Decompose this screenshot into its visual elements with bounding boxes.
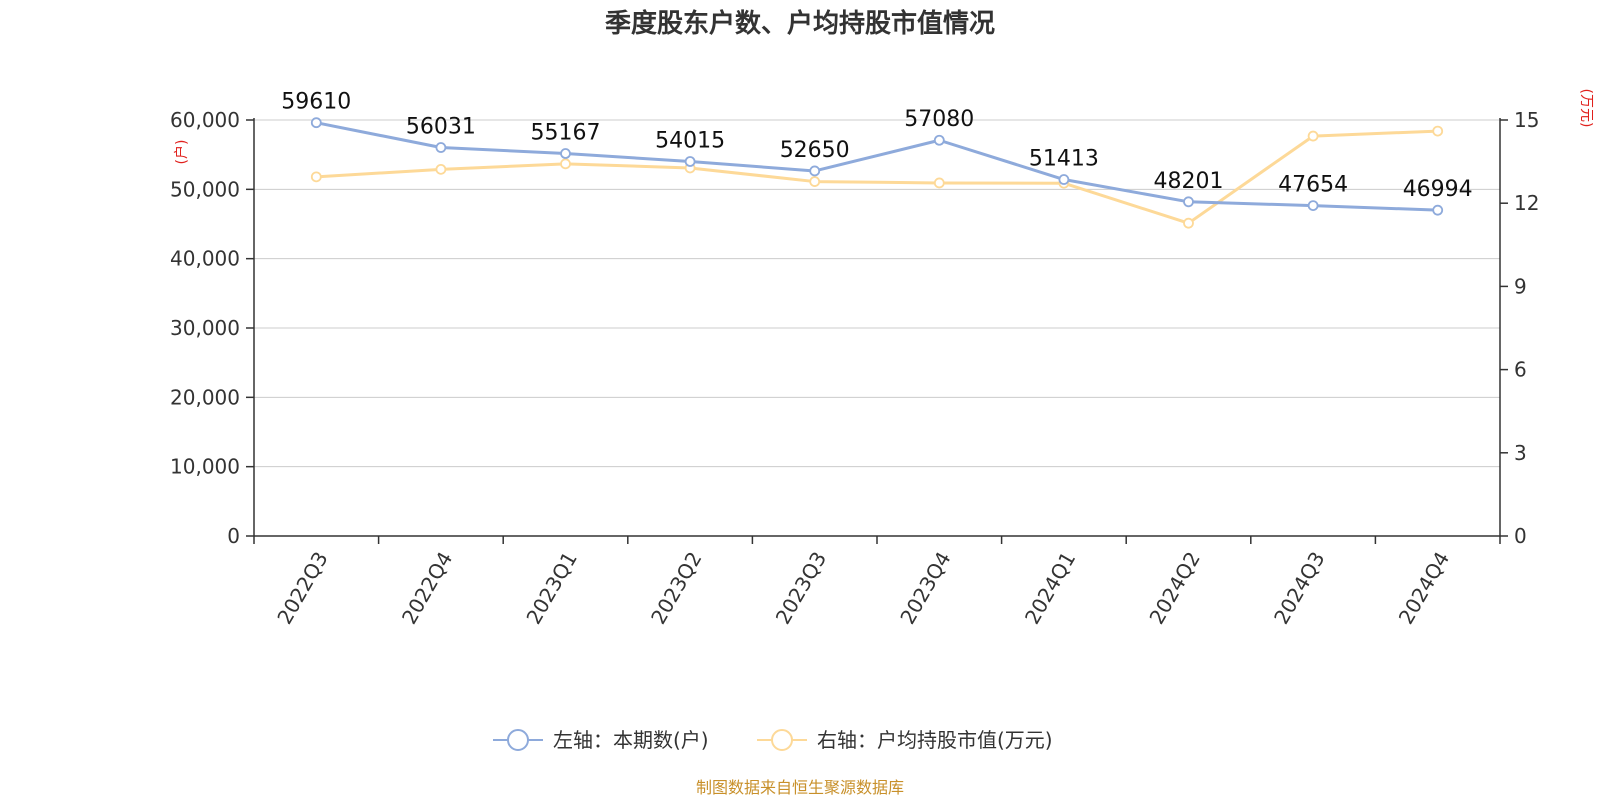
x-axis-tick-label: 2024Q2 <box>1144 548 1204 629</box>
left-axis-tick-label: 60,000 <box>170 108 240 132</box>
data-label: 47654 <box>1278 173 1348 198</box>
right-series-line <box>316 129 1438 225</box>
grid-lines <box>254 119 1500 468</box>
left-series-point[interactable] <box>1307 200 1319 211</box>
left-axis-tick-label: 20,000 <box>170 385 240 409</box>
left-series-point[interactable] <box>560 148 571 159</box>
legend-item-left-series[interactable]: 左轴：本期数(户) <box>493 728 709 752</box>
legend-label-right-series: 右轴：户均持股市值(万元) <box>817 728 1053 752</box>
left-axis-unit-label: (户) <box>173 140 190 165</box>
data-label: 56031 <box>406 115 476 140</box>
data-label: 54015 <box>655 128 725 153</box>
data-label: 57080 <box>904 107 974 132</box>
right-axis-tick-label: 3 <box>1514 441 1527 465</box>
x-axis-tick-label: 2022Q3 <box>272 548 332 629</box>
data-label: 51413 <box>1029 147 1099 172</box>
left-axis-tick-label: 40,000 <box>170 247 240 271</box>
left-series-point[interactable] <box>310 117 322 129</box>
right-series-point[interactable] <box>1307 130 1319 142</box>
x-axis-tick-label: 2024Q3 <box>1269 548 1329 629</box>
legend-item-right-series[interactable]: 右轴：户均持股市值(万元) <box>757 728 1053 752</box>
right-series-point[interactable] <box>1183 217 1194 229</box>
right-series-point[interactable] <box>560 158 571 170</box>
x-axis-tick-label: 2023Q4 <box>895 548 955 629</box>
right-axis-tick-label: 0 <box>1514 524 1527 548</box>
source-note: 制图数据来自恒生聚源数据库 <box>696 778 904 797</box>
chart-title: 季度股东户数、户均持股市值情况 <box>605 8 995 39</box>
data-label: 59610 <box>281 90 351 115</box>
left-axis-tick-label: 0 <box>227 524 240 548</box>
legend-marker-left-series <box>507 729 529 751</box>
x-axis-tick-label: 2023Q2 <box>646 548 706 629</box>
data-label: 55167 <box>531 121 601 146</box>
right-axis-tick-label: 6 <box>1514 358 1527 382</box>
left-axis-tick-label: 30,000 <box>170 316 240 340</box>
legend: 左轴：本期数(户) 右轴：户均持股市值(万元) <box>493 728 1053 752</box>
x-axis-tick-label: 2023Q1 <box>521 548 581 629</box>
left-series-point[interactable] <box>1432 204 1444 216</box>
data-labels: 59610 56031 55167 54015 52650 57080 51413 48201… <box>281 90 1472 202</box>
left-series-point[interactable] <box>933 134 945 146</box>
left-series-point[interactable] <box>1058 174 1070 185</box>
left-series-point[interactable] <box>809 165 821 177</box>
right-axis-tick-label: 9 <box>1514 274 1527 298</box>
right-series-point[interactable] <box>435 163 447 175</box>
right-axis-unit-label: (万元) <box>1578 89 1594 128</box>
x-axis-tick-label: 2022Q4 <box>397 548 457 629</box>
right-series-point[interactable] <box>809 176 821 187</box>
series-lines <box>310 117 1444 229</box>
right-axis-tick-label: 15 <box>1514 108 1539 132</box>
right-series-point[interactable] <box>310 171 322 183</box>
data-label: 48201 <box>1154 169 1224 194</box>
x-axis-tick-label: 2024Q1 <box>1020 548 1080 629</box>
left-series-point[interactable] <box>684 156 696 167</box>
x-axis-tick-label: 2023Q3 <box>771 548 831 629</box>
data-label: 46994 <box>1403 177 1473 202</box>
legend-marker-right-series <box>771 729 793 751</box>
legend-label-left-series: 左轴：本期数(户) <box>553 728 709 752</box>
right-axis-tick-label: 12 <box>1514 191 1539 215</box>
right-series-point[interactable] <box>933 177 945 189</box>
left-series-line <box>316 121 1438 212</box>
left-axis-tick-label: 10,000 <box>170 455 240 479</box>
x-axis-tick-label: 2024Q4 <box>1394 548 1454 629</box>
left-axis-tick-label: 50,000 <box>170 177 240 201</box>
right-series-point[interactable] <box>1432 125 1444 137</box>
left-series-point[interactable] <box>435 142 447 153</box>
left-series-point[interactable] <box>1183 196 1194 208</box>
data-label: 52650 <box>780 138 850 163</box>
